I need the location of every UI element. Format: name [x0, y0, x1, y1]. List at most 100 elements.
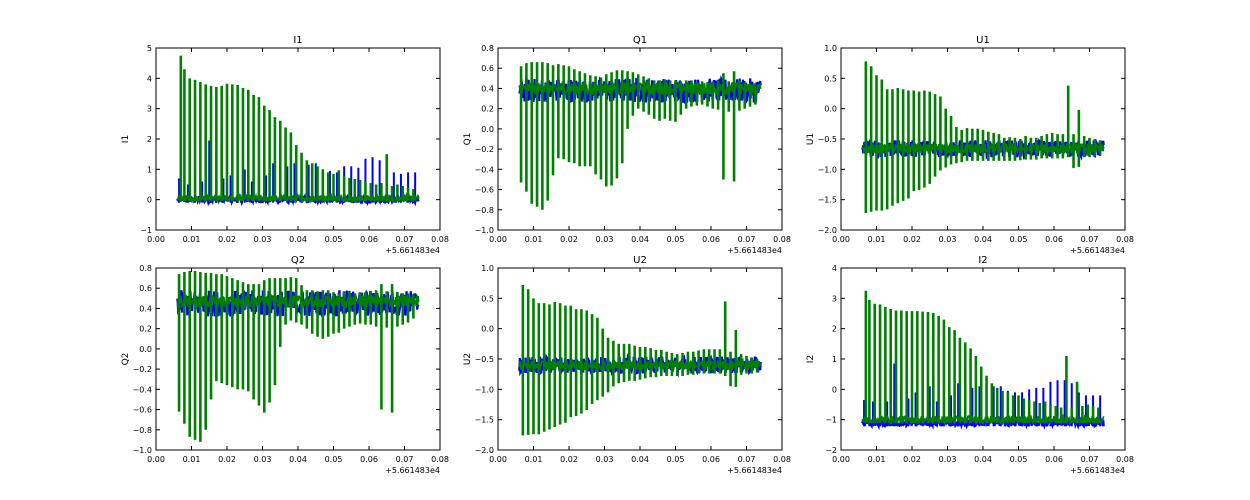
x-tick-label: 0.00	[489, 455, 507, 464]
y-tick-label: 1.0	[481, 264, 494, 273]
x-tick-label: 0.02	[560, 455, 578, 464]
subplot-title: Q2	[291, 255, 305, 266]
y-tick-label: −0.6	[475, 186, 494, 195]
plot-area	[861, 290, 1105, 431]
x-tick-label: 0.02	[218, 455, 236, 464]
y-tick-label: 1	[147, 165, 152, 174]
x-tick-label: 0.02	[903, 235, 921, 244]
x-tick-label: 0.01	[868, 235, 886, 244]
y-axis-label: Q1	[463, 133, 473, 146]
y-tick-label: 0.2	[139, 325, 152, 334]
y-tick-label: 0.8	[481, 44, 494, 53]
x-tick-label: 0.03	[254, 235, 272, 244]
y-tick-label: 0	[832, 385, 837, 394]
x-tick-label: 0.04	[974, 455, 992, 464]
x-offset-label: +5.661483e4	[385, 246, 440, 255]
x-tick-label: 0.07	[396, 235, 414, 244]
x-tick-label: 0.08	[773, 235, 791, 244]
x-tick-label: 0.05	[667, 235, 685, 244]
y-tick-label: −0.4	[475, 165, 494, 174]
y-axis-label: U2	[463, 353, 473, 365]
y-tick-label: −0.2	[475, 145, 494, 154]
y-tick-label: 0.4	[481, 84, 494, 93]
y-axis-label: U1	[806, 133, 816, 145]
x-tick-label: 0.08	[1116, 235, 1134, 244]
y-tick-label: −1.0	[133, 446, 152, 455]
y-tick-label: 1.0	[824, 44, 837, 53]
x-tick-label: 0.04	[631, 235, 649, 244]
x-tick-label: 0.03	[596, 455, 614, 464]
subplot-title: Q1	[633, 35, 647, 46]
subplot-U2: 0.00 0.01 0.02 0.03 0.04 0.05 0.06 0.07 0.08 −2.0…	[463, 255, 791, 475]
y-tick-label: 0.5	[824, 74, 837, 83]
y-tick-label: −1.5	[475, 416, 494, 425]
y-tick-label: −2.0	[475, 446, 494, 455]
x-tick-label: 0.07	[738, 455, 756, 464]
x-tick-label: 0.00	[147, 455, 165, 464]
x-tick-label: 0.07	[738, 235, 756, 244]
subplot-I1: 0.00 0.01 0.02 0.03 0.04 0.05 0.06 0.07 0.08 −1 0 1…	[121, 35, 449, 255]
y-tick-label: −0.5	[475, 355, 494, 364]
y-tick-label: 5	[147, 44, 152, 53]
y-tick-label: −1	[825, 416, 837, 425]
y-tick-label: 3	[147, 105, 152, 114]
x-tick-label: 0.04	[974, 235, 992, 244]
x-offset-label: +5.661483e4	[385, 466, 440, 475]
x-tick-label: 0.03	[939, 235, 957, 244]
x-offset-label: +5.661483e4	[1070, 466, 1125, 475]
plot-area	[176, 271, 420, 442]
y-tick-label: 0	[147, 196, 152, 205]
y-tick-label: 0.8	[139, 264, 152, 273]
x-tick-label: 0.02	[903, 455, 921, 464]
y-tick-label: 2	[832, 325, 837, 334]
y-tick-label: 0.0	[481, 125, 494, 134]
x-tick-label: 0.08	[431, 235, 449, 244]
x-tick-label: 0.03	[596, 235, 614, 244]
plot-area	[861, 61, 1105, 214]
y-tick-label: 4	[832, 264, 837, 273]
y-tick-label: −1	[140, 226, 152, 235]
y-tick-label: −0.5	[818, 135, 837, 144]
x-tick-label: 0.06	[360, 235, 378, 244]
x-tick-label: 0.03	[939, 455, 957, 464]
x-tick-label: 0.01	[525, 235, 543, 244]
y-tick-label: 0.5	[481, 294, 494, 303]
y-tick-label: 1	[832, 355, 837, 364]
y-tick-label: 0.6	[139, 284, 152, 293]
y-tick-label: −1.5	[818, 196, 837, 205]
subplot-Q1: 0.00 0.01 0.02 0.03 0.04 0.05 0.06 0.07 0.08 −1.0…	[463, 35, 791, 255]
y-tick-label: 3	[832, 294, 837, 303]
plot-area	[176, 55, 420, 207]
y-axis-label: Q2	[121, 353, 131, 366]
x-tick-label: 0.01	[525, 455, 543, 464]
subplot-title: U2	[633, 255, 647, 266]
x-tick-label: 0.03	[254, 455, 272, 464]
x-tick-label: 0.04	[631, 455, 649, 464]
x-tick-label: 0.05	[667, 455, 685, 464]
x-tick-label: 0.04	[289, 235, 307, 244]
x-tick-label: 0.06	[702, 235, 720, 244]
y-tick-label: 0.0	[139, 345, 152, 354]
x-tick-label: 0.04	[289, 455, 307, 464]
y-tick-label: −1.0	[475, 226, 494, 235]
y-tick-label: −0.8	[475, 206, 494, 215]
subplot-title: I2	[978, 255, 987, 266]
y-tick-label: 0.2	[481, 105, 494, 114]
plot-area	[518, 284, 762, 436]
y-tick-label: 0.4	[139, 304, 152, 313]
y-tick-label: −1.0	[818, 165, 837, 174]
y-tick-label: 0.0	[481, 325, 494, 334]
x-tick-label: 0.06	[360, 455, 378, 464]
y-tick-label: −2	[825, 446, 837, 455]
subplot-U1: 0.00 0.01 0.02 0.03 0.04 0.05 0.06 0.07 0.08 −2.0…	[806, 35, 1134, 255]
y-tick-label: −2.0	[818, 226, 837, 235]
y-tick-label: 0.0	[824, 105, 837, 114]
y-tick-label: −1.0	[475, 385, 494, 394]
x-tick-label: 0.06	[702, 455, 720, 464]
subplot-Q2: 0.00 0.01 0.02 0.03 0.04 0.05 0.06 0.07 0.08 −1.0…	[121, 255, 449, 475]
y-tick-label: −0.6	[133, 406, 152, 415]
x-tick-label: 0.06	[1045, 235, 1063, 244]
x-offset-label: +5.661483e4	[727, 246, 782, 255]
x-tick-label: 0.00	[147, 235, 165, 244]
x-tick-label: 0.00	[832, 455, 850, 464]
